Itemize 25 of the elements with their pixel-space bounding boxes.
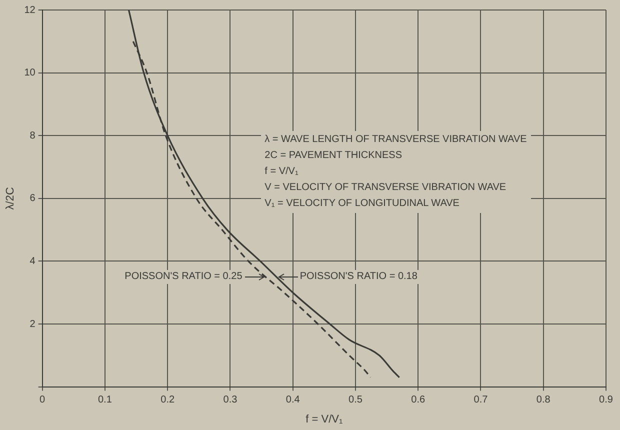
- annotation: f = V/V₁: [264, 165, 300, 180]
- y-tick-label: 2: [30, 318, 36, 330]
- annotation: 2C = PAVEMENT THICKNESS: [264, 149, 404, 164]
- x-tick-label: 0.9: [599, 394, 614, 406]
- annotation: POISSON'S RATIO = 0.25: [122, 270, 244, 284]
- annotation: λ = WAVE LENGTH OF TRANSVERSE VIBRATION WAVE: [264, 133, 527, 148]
- x-tick-label: 0.3: [223, 394, 238, 406]
- x-tick-label: 0.1: [98, 394, 112, 406]
- y-tick-label: 6: [30, 193, 36, 204]
- y-tick-label: 8: [30, 130, 36, 142]
- x-tick-label: 0.2: [160, 394, 175, 406]
- annotation: POISSON'S RATIO = 0.18: [298, 270, 420, 284]
- x-tick-label: 0.5: [348, 394, 363, 406]
- y-tick-label: 12: [24, 4, 36, 16]
- x-tick-label: 0.4: [286, 394, 300, 406]
- y-tick-label: 4: [30, 256, 36, 267]
- annotation: V₁ = VELOCITY OF LONGITUDINAL WAVE: [264, 197, 460, 212]
- x-tick-label: 0.8: [536, 394, 551, 406]
- y-axis-title: λ/2C: [4, 187, 17, 210]
- x-axis-title: f = V/V₁: [306, 413, 343, 426]
- x-tick-label: 0.7: [474, 394, 488, 406]
- x-tick-label: 0: [40, 394, 46, 406]
- y-tick-label: 10: [24, 68, 36, 79]
- annotation: V = VELOCITY OF TRANSVERSE VIBRATION WAVE: [264, 181, 508, 196]
- x-tick-label: 0.6: [411, 394, 426, 406]
